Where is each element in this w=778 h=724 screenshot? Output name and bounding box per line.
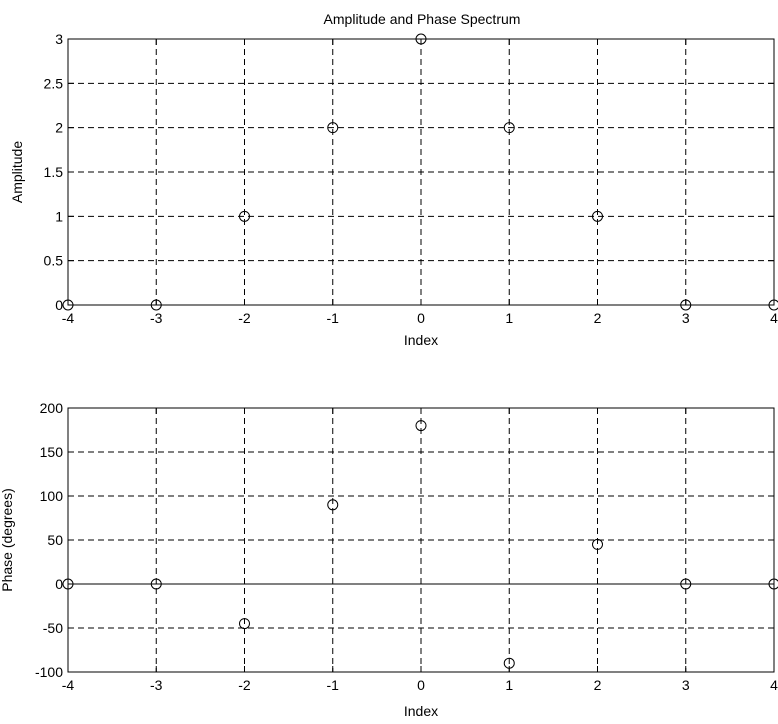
y-tick-label: 0 [55, 576, 63, 592]
x-tick-label: -2 [238, 677, 251, 693]
x-tick-label: -1 [327, 677, 340, 693]
data-point [592, 210, 603, 222]
x-tick-label: 3 [682, 310, 690, 326]
y-tick-label: 100 [40, 488, 64, 504]
x-tick-label: 4 [770, 310, 778, 326]
x-tick-label: 4 [770, 677, 778, 693]
data-point [150, 299, 162, 311]
data-point [327, 499, 339, 511]
y-tick-label: 1 [55, 208, 63, 224]
y-tick-label: -50 [43, 620, 63, 636]
y-tick-label: 150 [40, 444, 64, 460]
x-tick-label: -3 [150, 310, 163, 326]
data-point [503, 657, 515, 669]
data-point [680, 299, 692, 311]
y-axis-label: Phase (degrees) [0, 488, 15, 592]
y-tick-label: 0 [55, 297, 63, 313]
data-point [415, 33, 427, 45]
y-tick-label: 200 [40, 400, 64, 416]
y-tick-label: 1.5 [44, 164, 64, 180]
y-tick-label: 3 [55, 31, 63, 47]
x-tick-label: 1 [505, 310, 513, 326]
x-tick-label: 2 [594, 677, 602, 693]
x-tick-label: 0 [417, 310, 425, 326]
x-tick-label: 0 [417, 677, 425, 693]
data-point [680, 578, 692, 590]
x-axis-label: Index [404, 703, 438, 719]
y-tick-label: 0.5 [44, 253, 64, 269]
data-point [62, 578, 74, 590]
ticks: -4 -3 -2 -1 0 1 2 3 4 0 0.5 1 1.5 2 2.5 3 [44, 31, 778, 326]
data-point [768, 578, 778, 590]
y-axis-label: Amplitude [9, 141, 25, 203]
x-tick-label: -3 [150, 677, 163, 693]
x-axis-label: Index [404, 332, 438, 348]
data-point [592, 538, 603, 550]
chart-title: Amplitude and Phase Spectrum [324, 11, 521, 27]
x-tick-label: -4 [62, 677, 75, 693]
data-point [62, 299, 74, 311]
data-point [415, 420, 427, 432]
phase-plot: -4 -3 -2 -1 0 1 2 3 4 -100 -50 0 50 100 150 200 Index P… [0, 400, 778, 719]
y-tick-label: 2 [55, 120, 63, 136]
y-tick-label: -100 [35, 664, 63, 680]
data-point [327, 122, 339, 134]
data-point [150, 578, 162, 590]
amplitude-plot: Amplitude and Phase Spectrum -4 -3 -2 -1 0 1 2… [9, 11, 778, 348]
data-point [239, 210, 250, 222]
grid [68, 39, 774, 305]
data-points [62, 33, 778, 311]
data-points [62, 420, 778, 669]
x-tick-label: 3 [682, 677, 690, 693]
x-tick-label: -2 [238, 310, 251, 326]
y-tick-label: 2.5 [44, 75, 64, 91]
x-tick-label: 1 [505, 677, 513, 693]
data-point [503, 122, 515, 134]
data-point [768, 299, 778, 311]
x-tick-label: 2 [594, 310, 602, 326]
x-tick-label: -1 [327, 310, 340, 326]
x-tick-label: -4 [62, 310, 75, 326]
y-tick-label: 50 [47, 532, 63, 548]
data-point [239, 618, 250, 630]
